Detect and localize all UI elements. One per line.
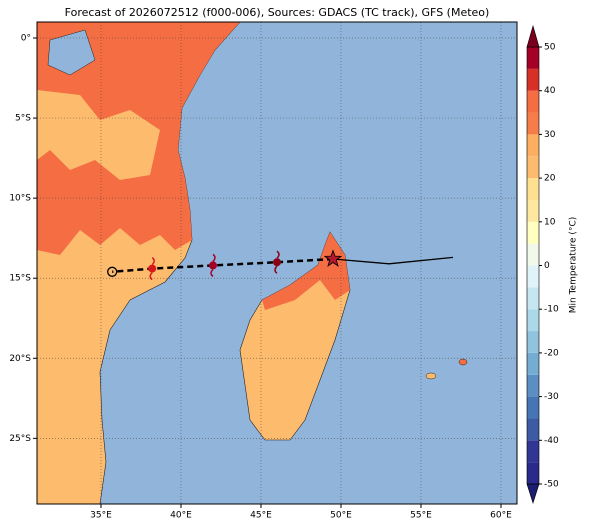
colorbar-bin (527, 199, 539, 222)
storm-arm (149, 257, 155, 281)
track (107, 249, 454, 281)
storm-symbol (209, 261, 217, 270)
colorbar-bin (527, 309, 539, 332)
colorbar-bin (527, 418, 539, 441)
colorbar-bin (527, 287, 539, 310)
storm-arm (210, 253, 216, 278)
colorbar-bin (527, 265, 539, 288)
x-tick-label: 45°E (250, 511, 272, 521)
map-frame (36, 21, 518, 505)
y-tick-label: 0° (21, 34, 31, 44)
colorbar-tick-label: 40 (544, 86, 556, 96)
storm-arm (274, 250, 280, 274)
colorbar-tick-label: -30 (544, 392, 559, 402)
y-tick-label: 25°S (9, 434, 31, 444)
madagascar-warm (262, 232, 350, 310)
map-area (37, 22, 517, 504)
colorbar-bin (527, 90, 539, 113)
observed-track (332, 256, 454, 265)
current-position (323, 249, 343, 267)
island (458, 358, 468, 366)
x-tick-label: 35°E (90, 511, 112, 521)
colorbar-tick-label: -50 (544, 480, 559, 490)
y-tick-label: 15°S (9, 274, 31, 284)
colorbar-bin (527, 47, 539, 69)
colorbar-bin (527, 178, 539, 200)
lake (47, 29, 96, 76)
colorbar-bin (527, 112, 539, 135)
colorbar-tick-label: -40 (544, 436, 559, 446)
colorbar-bin (527, 462, 539, 484)
x-tick-label: 55°E (410, 511, 432, 521)
colorbar-tick-label: 30 (544, 130, 556, 140)
colorbar-bin (527, 134, 539, 157)
colorbar-tick-label: 50 (544, 43, 556, 53)
colorbar-under (526, 483, 540, 504)
y-tick-label: 20°S (9, 354, 31, 364)
storm-symbol (273, 258, 281, 267)
x-tick-label: 40°E (170, 511, 192, 521)
colorbar-bin (527, 243, 539, 266)
colorbar-bin (527, 352, 539, 375)
colorbar-bin (527, 331, 539, 353)
colorbar-bin (527, 374, 539, 397)
colorbar-bin (527, 440, 539, 463)
start-position (107, 266, 118, 277)
colorbar-tick-label: 0 (544, 261, 550, 271)
storm-symbol (148, 264, 157, 273)
colorbar-bin (527, 68, 539, 91)
island (425, 372, 437, 380)
x-tick-label: 60°E (490, 511, 512, 521)
chart-title: Forecast of 2026072512 (f000-006), Sourc… (65, 6, 490, 19)
colorbar-bin (527, 396, 539, 419)
cool-region (37, 90, 160, 180)
x-tick-label: 50°E (330, 511, 352, 521)
colorbar-bin (527, 156, 539, 179)
y-tick-label: 10°S (9, 194, 31, 204)
colorbar-over (526, 24, 540, 48)
colorbar-tick-label: -20 (544, 348, 559, 358)
colorbar-tick-label: -10 (544, 305, 559, 315)
colorbar: -50 -40 -30 -20 -10 0 10 20 30 40 50 (526, 24, 559, 504)
colorbar-bin (527, 221, 539, 244)
y-tick-label: 5°S (15, 114, 31, 124)
colorbar-label: Min Temperature (°C) (569, 217, 579, 314)
colorbar-tick-label: 20 (544, 174, 556, 184)
colorbar-tick-label: 10 (544, 217, 556, 227)
